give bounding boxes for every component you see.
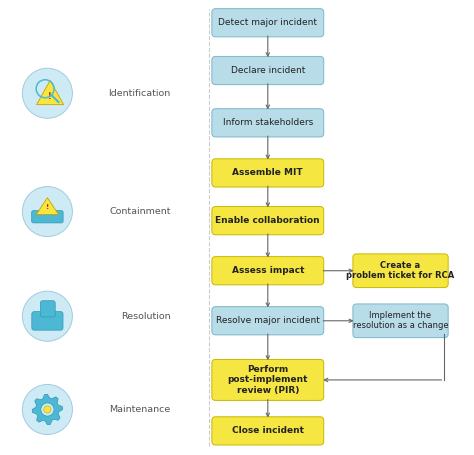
Text: Maintenance: Maintenance [109, 405, 171, 414]
FancyBboxPatch shape [32, 211, 63, 223]
Text: Inform stakeholders: Inform stakeholders [223, 118, 313, 127]
Ellipse shape [22, 187, 73, 237]
Text: Assess impact: Assess impact [232, 266, 304, 275]
Text: Implement the
resolution as a change: Implement the resolution as a change [353, 311, 448, 330]
FancyBboxPatch shape [353, 304, 448, 338]
Text: Identification: Identification [109, 89, 171, 98]
Text: !: ! [48, 92, 52, 101]
Text: Detect major incident: Detect major incident [219, 18, 317, 27]
Ellipse shape [41, 403, 54, 416]
FancyBboxPatch shape [353, 254, 448, 288]
Text: !: ! [46, 204, 49, 210]
FancyBboxPatch shape [40, 301, 55, 317]
Text: Create a
problem ticket for RCA: Create a problem ticket for RCA [346, 261, 455, 280]
FancyBboxPatch shape [212, 56, 324, 85]
Text: Declare incident: Declare incident [231, 66, 305, 75]
FancyBboxPatch shape [212, 207, 324, 235]
FancyBboxPatch shape [212, 9, 324, 37]
Ellipse shape [22, 68, 73, 118]
Polygon shape [36, 81, 64, 105]
FancyBboxPatch shape [212, 359, 324, 400]
FancyBboxPatch shape [212, 109, 324, 137]
FancyBboxPatch shape [212, 257, 324, 285]
FancyBboxPatch shape [212, 307, 324, 335]
FancyBboxPatch shape [212, 417, 324, 445]
Polygon shape [36, 198, 59, 215]
Text: Assemble MIT: Assemble MIT [233, 168, 303, 177]
Text: Close incident: Close incident [232, 426, 304, 435]
Text: Resolution: Resolution [121, 312, 171, 321]
FancyBboxPatch shape [32, 312, 63, 330]
Text: Resolve major incident: Resolve major incident [216, 316, 320, 325]
Text: Perform
post-implement
review (PIR): Perform post-implement review (PIR) [228, 365, 308, 395]
Ellipse shape [22, 291, 73, 341]
Ellipse shape [44, 406, 51, 413]
Text: Enable collaboration: Enable collaboration [216, 216, 320, 225]
FancyBboxPatch shape [212, 159, 324, 187]
Ellipse shape [22, 384, 73, 435]
Text: Containment: Containment [109, 207, 171, 216]
Polygon shape [32, 394, 63, 425]
